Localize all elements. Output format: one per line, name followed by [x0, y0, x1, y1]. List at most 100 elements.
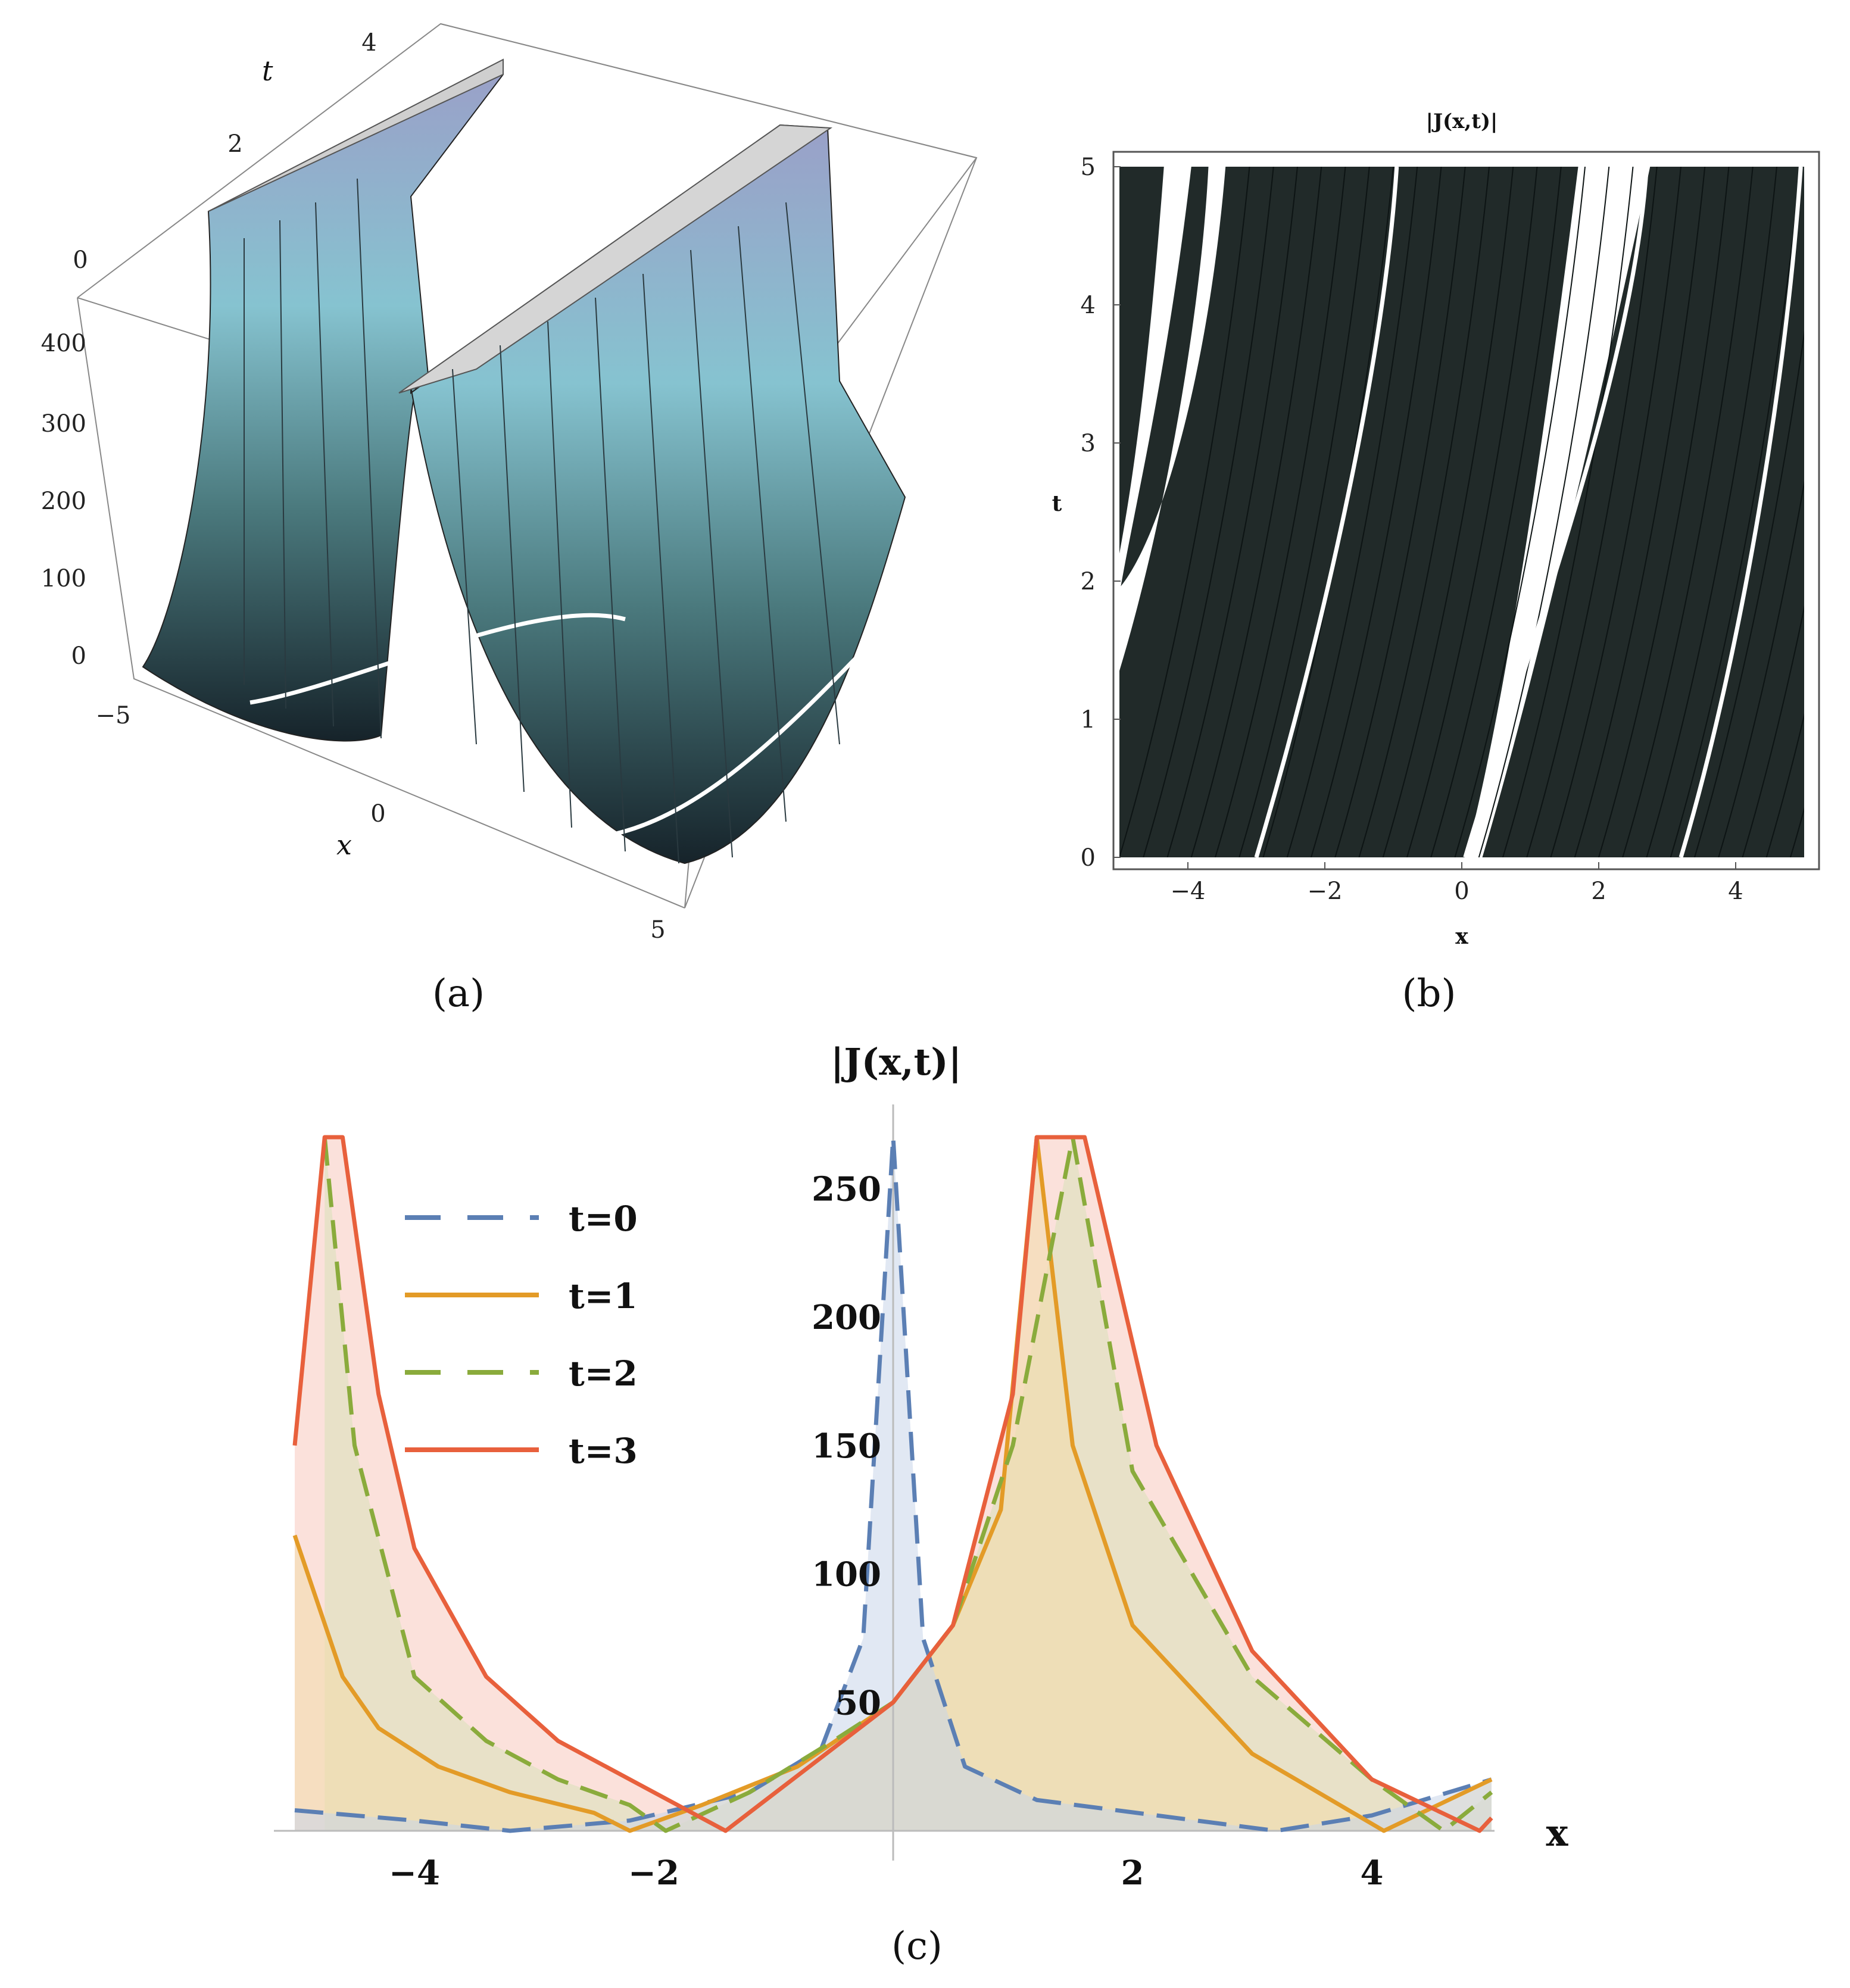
panel-a-t-label: t	[262, 55, 273, 87]
contour-line	[1311, 167, 1442, 857]
panel-a-z-tick-label: 100	[41, 565, 86, 592]
contour-line	[1430, 167, 1562, 857]
contour-background	[1119, 167, 1804, 857]
panel-b-x-ticks: −4 −2 0 2 4	[1171, 862, 1743, 905]
contour-line	[1718, 480, 1804, 857]
panel-c-x-tick-label: 4	[1361, 1853, 1384, 1893]
series-fill-t-1	[295, 1137, 1492, 1831]
panel-a-z-ticks: 0 100 200 300 400	[41, 330, 86, 670]
panel-a-z-tick-label: 300	[41, 410, 86, 438]
contour-line	[1598, 167, 1730, 857]
panel-c-y-tick-label: 250	[812, 1169, 881, 1209]
panel-b-caption: (b)	[1402, 972, 1456, 1016]
legend-label: t=0	[569, 1199, 638, 1239]
contour-line	[1765, 713, 1804, 857]
contour-line	[1190, 167, 1322, 857]
panel-a-caption: (a)	[432, 972, 485, 1016]
panel-c-y-tick-label: 200	[812, 1298, 881, 1337]
panel-c-y-tick-label: 50	[835, 1683, 881, 1722]
panel-b-title: |J(x,t)|	[1426, 110, 1498, 133]
panel-b-x-tick-label: −4	[1171, 878, 1206, 905]
contour-line	[1406, 167, 1538, 857]
contour-gap	[1119, 167, 1226, 671]
panel-a-x-label: x	[336, 829, 352, 861]
contour-line	[1358, 167, 1490, 857]
series-fill-t-2	[325, 1137, 1492, 1831]
contour-line	[1166, 167, 1298, 857]
panel-b-y-label: t	[1052, 491, 1062, 516]
panel-c-x-tick-label: −4	[389, 1853, 440, 1893]
panel-a-x-ticks: −5 0 5	[96, 702, 666, 944]
panel-a-surface-plot: 0 100 200 300 400 0 2 4 −5 0 5 t x (a)	[41, 23, 978, 1016]
contour-line	[1742, 605, 1804, 857]
contour-ridge-line	[1679, 167, 1803, 857]
panel-b-y-tick-label: 3	[1081, 430, 1096, 457]
contour-line	[1238, 167, 1370, 857]
panel-c-caption: (c)	[891, 1924, 943, 1968]
panel-c-axes	[274, 1104, 1495, 1861]
contour-line	[1839, 167, 1850, 857]
panel-b-y-tick-label: 5	[1081, 154, 1096, 181]
panel-a-z-tick-label: 200	[41, 488, 86, 515]
panel-a-surface	[142, 58, 906, 865]
contour-line	[1502, 167, 1634, 857]
contour-line	[1478, 167, 1610, 857]
contour-line	[1622, 167, 1754, 857]
panel-c-title: |J(x,t)|	[831, 1040, 962, 1084]
legend-label: t=3	[569, 1431, 638, 1471]
contour-line	[1286, 167, 1418, 857]
contour-line	[1574, 167, 1706, 857]
panel-a-t-ticks: 0 2 4	[73, 29, 376, 274]
panel-b-x-tick-label: 4	[1728, 878, 1743, 905]
contour-line	[1143, 167, 1274, 857]
panel-b-contour-plot: |J(x,t)| −4 −2 0 2 4 0 1 2 3 4 5 x t (b)	[1052, 110, 1850, 1016]
panel-c-y-tick-label: 150	[812, 1427, 881, 1466]
legend-label: t=2	[569, 1353, 638, 1394]
panel-a-x-tick-label: 0	[370, 800, 385, 828]
panel-b-x-tick-label: −2	[1308, 878, 1343, 905]
panel-b-y-tick-label: 0	[1081, 844, 1096, 872]
series-line-t-0	[294, 1135, 1493, 1833]
contour-line	[1454, 167, 1586, 857]
contour-line	[1334, 167, 1466, 857]
contour-line	[1382, 167, 1514, 857]
contour-line	[1119, 167, 1250, 857]
contour-line	[1526, 167, 1658, 857]
panel-b-y-tick-label: 2	[1081, 568, 1096, 595]
contour-line	[1646, 167, 1777, 857]
panel-c-x-tick-label: 2	[1121, 1853, 1144, 1893]
panel-c-lines	[292, 1135, 1493, 1833]
panel-a-x-tick-label: −5	[96, 702, 131, 729]
panel-b-y-tick-label: 4	[1081, 292, 1096, 319]
panel-a-z-tick-label: 400	[41, 330, 86, 357]
contour-gap	[1465, 167, 1651, 857]
panel-a-t-tick-label: 2	[227, 130, 242, 158]
legend-label: t=1	[569, 1276, 638, 1316]
panel-b-y-ticks: 0 1 2 3 4 5	[1081, 154, 1121, 872]
panel-a-t-tick-label: 0	[73, 246, 88, 274]
contour-line	[1215, 167, 1346, 857]
series-line-t-2	[322, 1135, 1493, 1833]
contour-line	[1694, 330, 1804, 857]
panel-a-t-tick-label: 4	[361, 29, 376, 57]
panel-b-x-label: x	[1455, 924, 1468, 949]
panel-c-x-label: x	[1546, 1811, 1569, 1855]
contour-ridge-line	[1463, 167, 1649, 857]
series-line-t-3	[292, 1135, 1493, 1833]
contour-line	[1670, 167, 1802, 857]
panel-a-z-tick-label: 0	[71, 642, 86, 670]
contour-ridge-line	[1254, 167, 1399, 857]
contour-gap	[1119, 167, 1191, 595]
panel-b-contour-fill	[1119, 167, 1850, 857]
panel-b-y-tick-label: 1	[1081, 706, 1096, 734]
panel-c-legend: t=0 t=1 t=2 t=3	[405, 1199, 638, 1471]
panel-b-x-tick-label: 2	[1591, 878, 1606, 905]
panel-c-y-tick-label: 100	[812, 1555, 881, 1594]
panel-c-x-tick-label: −2	[628, 1853, 679, 1893]
panel-b-x-tick-label: 0	[1454, 878, 1469, 905]
panel-a-x-tick-label: 5	[650, 916, 665, 944]
contour-line	[1550, 167, 1681, 857]
panel-c-ticks: −4 −2 2 4 50 100 150 200 250	[389, 1169, 1383, 1893]
